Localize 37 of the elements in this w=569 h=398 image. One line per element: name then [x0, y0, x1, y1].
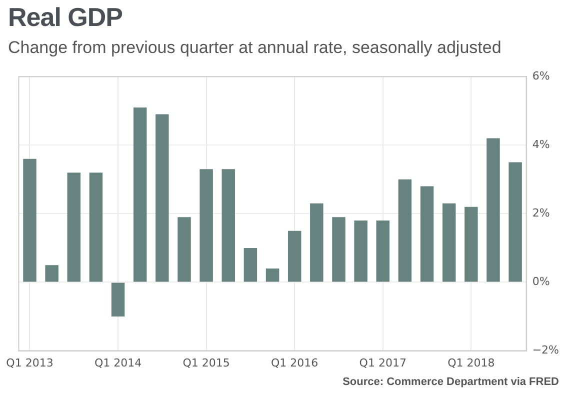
- bar: [45, 265, 58, 282]
- x-tick-label: Q1 2016: [271, 356, 318, 370]
- chart-title: Real GDP: [8, 2, 122, 33]
- bar: [464, 206, 478, 282]
- x-tick-label: Q1 2013: [6, 356, 54, 370]
- x-tick-label: Q1 2017: [359, 356, 406, 370]
- x-tick-label: Q1 2018: [448, 356, 495, 370]
- bar: [310, 203, 324, 282]
- bar: [23, 158, 36, 282]
- bar: [156, 114, 169, 282]
- bar: [376, 220, 390, 282]
- bar: [133, 107, 147, 282]
- bar: [178, 217, 191, 282]
- bar: [442, 203, 456, 282]
- bar: [398, 179, 412, 282]
- y-tick-label: 4%: [532, 138, 550, 152]
- x-tick-label: Q1 2014: [94, 356, 142, 370]
- y-tick-label: 2%: [532, 206, 550, 220]
- bar: [354, 220, 368, 282]
- bar: [67, 172, 81, 282]
- bar: [222, 169, 236, 282]
- bar: [332, 217, 346, 282]
- y-tick-label: −2%: [532, 344, 560, 357]
- bar: [420, 186, 434, 282]
- chart-subtitle: Change from previous quarter at annual rate, seasonally adjusted: [8, 38, 502, 58]
- x-tick-label: Q1 2015: [182, 356, 230, 370]
- bar: [486, 138, 500, 282]
- y-tick-label: 6%: [532, 69, 550, 82]
- y-tick-label: 0%: [532, 275, 550, 288]
- bar: [288, 230, 302, 282]
- bar: [89, 172, 103, 282]
- bar: [266, 268, 280, 282]
- bar: [508, 162, 522, 282]
- bar: [111, 282, 125, 317]
- source-note: Source: Commerce Department via FRED: [342, 376, 559, 388]
- bar: [200, 169, 213, 282]
- bar: [244, 248, 258, 282]
